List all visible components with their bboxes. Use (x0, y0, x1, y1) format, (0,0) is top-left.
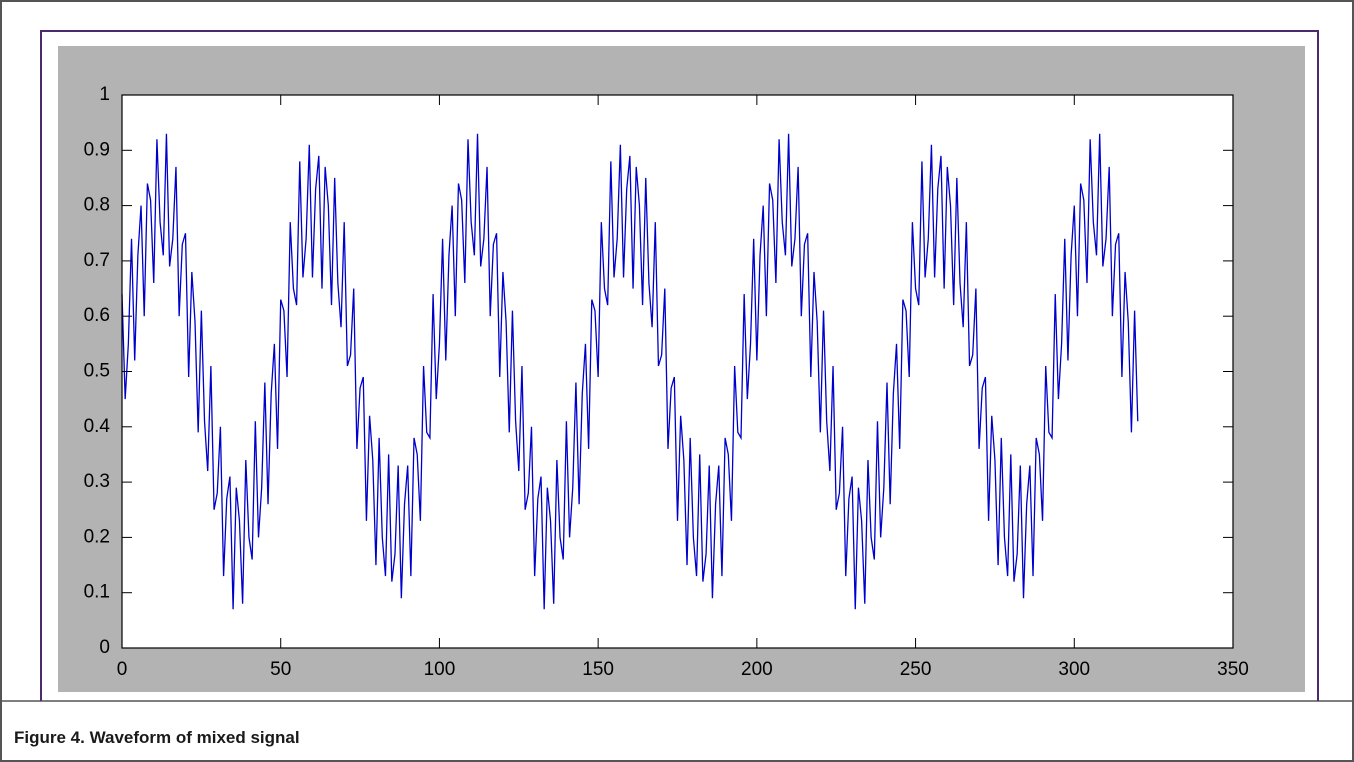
y-tick-label: 0.4 (84, 416, 111, 437)
x-tick-label: 300 (1058, 659, 1090, 680)
x-tick-label: 100 (424, 659, 456, 680)
signal-line (121, 133, 1139, 610)
caption: Figure 4. Waveform of mixed signal (14, 728, 300, 747)
y-tick-label: 1 (99, 84, 110, 105)
figure-frame (40, 30, 1319, 701)
x-tick-label: 350 (1217, 659, 1249, 680)
y-tick-label: 0.8 (84, 195, 110, 216)
y-tick-label: 0.2 (84, 526, 110, 547)
x-tick-label: 50 (270, 659, 291, 680)
x-tick-label: 150 (582, 659, 614, 680)
y-tick-label: 0.5 (84, 361, 110, 382)
y-tick-label: 0.3 (84, 471, 110, 492)
plot-area (122, 95, 1233, 648)
y-tick-label: 0.1 (84, 582, 110, 603)
y-tick-label: 0.9 (84, 139, 110, 160)
x-tick-label: 250 (900, 659, 932, 680)
y-tick-label: 0 (99, 637, 110, 658)
y-tick-label: 0.7 (84, 250, 110, 271)
y-tick-label: 0.6 (84, 305, 110, 326)
x-tick-label: 200 (741, 659, 773, 680)
x-tick-label: 0 (117, 659, 128, 680)
